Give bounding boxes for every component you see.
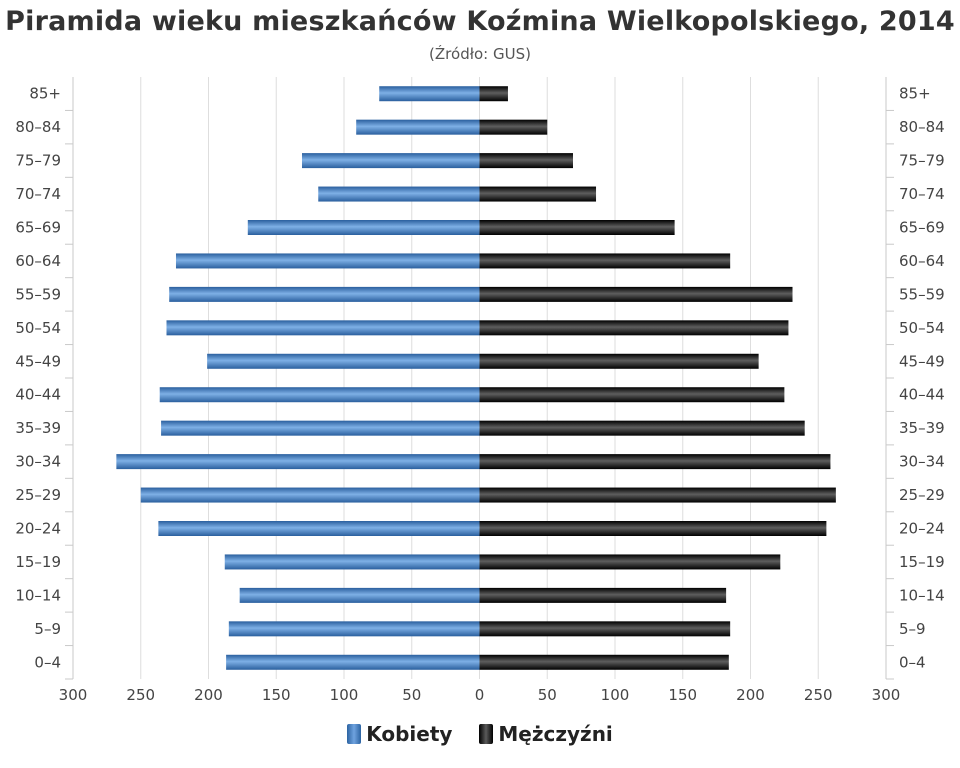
bar-mezczyzni[interactable] <box>479 621 731 637</box>
y-tick-label-right: 70–74 <box>899 185 945 203</box>
y-tick-label-left: 60–64 <box>15 252 61 270</box>
y-tick-label-right: 15–19 <box>899 553 945 571</box>
x-tick-label: 250 <box>804 686 833 704</box>
x-tick-label: 200 <box>736 686 765 704</box>
x-tick-label: 50 <box>538 686 557 704</box>
chart-title: Piramida wieku mieszkańców Koźmina Wielk… <box>5 6 955 37</box>
y-tick-label-left: 35–39 <box>15 419 61 437</box>
y-tick-label-left: 20–24 <box>15 520 61 538</box>
legend-label-kobiety: Kobiety <box>366 722 453 746</box>
x-tick-label: 300 <box>872 686 901 704</box>
legend-swatch-kobiety <box>347 724 362 744</box>
y-tick-label-right: 30–34 <box>899 453 945 471</box>
bar-mezczyzni[interactable] <box>479 420 805 436</box>
bar-mezczyzni[interactable] <box>479 487 836 503</box>
y-tick-label-right: 85+ <box>899 85 931 103</box>
y-tick-label-left: 30–34 <box>15 453 61 471</box>
bar-kobiety[interactable] <box>175 253 480 269</box>
y-tick-label-right: 35–39 <box>899 419 945 437</box>
x-tick-label: 100 <box>330 686 359 704</box>
x-tick-label: 300 <box>59 686 88 704</box>
bar-mezczyzni[interactable] <box>479 86 508 102</box>
bar-kobiety[interactable] <box>207 353 480 369</box>
y-tick-label-left: 55–59 <box>15 285 61 303</box>
y-tick-label-right: 60–64 <box>899 252 945 270</box>
bar-kobiety[interactable] <box>226 654 480 670</box>
y-tick-label-right: 40–44 <box>899 386 945 404</box>
y-tick-label-left: 75–79 <box>15 152 61 170</box>
legend-swatch-mezczyzni <box>479 724 494 744</box>
bar-kobiety[interactable] <box>161 420 480 436</box>
legend: Kobiety Mężczyźni <box>0 722 960 749</box>
x-tick-label: 100 <box>601 686 630 704</box>
x-tick-label: 150 <box>668 686 697 704</box>
bar-kobiety[interactable] <box>169 286 480 302</box>
y-tick-label-right: 5–9 <box>899 620 926 638</box>
y-tick-label-right: 75–79 <box>899 152 945 170</box>
bar-mezczyzni[interactable] <box>479 587 727 603</box>
bar-mezczyzni[interactable] <box>479 353 759 369</box>
y-tick-label-left: 15–19 <box>15 553 61 571</box>
y-tick-label-left: 10–14 <box>15 586 61 604</box>
bar-mezczyzni[interactable] <box>479 554 781 570</box>
bar-kobiety[interactable] <box>166 320 480 336</box>
bar-kobiety[interactable] <box>318 186 480 202</box>
y-tick-label-right: 10–14 <box>899 586 945 604</box>
y-tick-label-left: 85+ <box>29 85 61 103</box>
y-tick-label-left: 65–69 <box>15 219 61 237</box>
bar-mezczyzni[interactable] <box>479 220 675 235</box>
bar-kobiety[interactable] <box>239 587 480 603</box>
bar-mezczyzni[interactable] <box>479 654 729 670</box>
bar-mezczyzni[interactable] <box>479 387 785 403</box>
y-tick-label-left: 40–44 <box>15 386 61 404</box>
x-tick-label: 0 <box>475 686 485 704</box>
bar-mezczyzni[interactable] <box>479 454 831 470</box>
bar-kobiety[interactable] <box>356 119 480 135</box>
bar-mezczyzni[interactable] <box>479 286 793 302</box>
y-tick-label-right: 20–24 <box>899 520 945 538</box>
bar-kobiety[interactable] <box>159 387 480 403</box>
y-tick-label-left: 5–9 <box>34 620 61 638</box>
x-tick-label: 50 <box>402 686 421 704</box>
legend-label-mezczyzni: Mężczyźni <box>498 722 613 746</box>
bar-kobiety[interactable] <box>301 153 480 169</box>
y-tick-label-right: 45–49 <box>899 352 945 370</box>
bar-mezczyzni[interactable] <box>479 186 597 202</box>
y-tick-label-left: 70–74 <box>15 185 61 203</box>
x-tick-label: 250 <box>126 686 155 704</box>
y-tick-label-right: 25–29 <box>899 486 945 504</box>
y-tick-label-left: 80–84 <box>15 118 61 136</box>
bar-kobiety[interactable] <box>379 86 480 102</box>
bar-mezczyzni[interactable] <box>479 119 548 135</box>
legend-item-mezczyzni[interactable]: Mężczyźni <box>479 722 613 746</box>
y-tick-label-right: 0–4 <box>899 653 926 671</box>
x-tick-label: 150 <box>262 686 291 704</box>
bar-kobiety[interactable] <box>140 487 480 503</box>
bar-kobiety[interactable] <box>116 454 480 470</box>
chart-subtitle: (Źródło: GUS) <box>429 45 531 63</box>
y-tick-label-left: 50–54 <box>15 319 61 337</box>
y-tick-label-right: 55–59 <box>899 285 945 303</box>
bar-kobiety[interactable] <box>158 521 480 536</box>
bar-kobiety[interactable] <box>224 554 480 570</box>
bar-kobiety[interactable] <box>247 220 480 235</box>
y-tick-label-right: 80–84 <box>899 118 945 136</box>
y-tick-label-right: 65–69 <box>899 219 945 237</box>
y-tick-label-left: 25–29 <box>15 486 61 504</box>
legend-item-kobiety[interactable]: Kobiety <box>347 722 452 746</box>
x-tick-label: 200 <box>194 686 223 704</box>
bar-mezczyzni[interactable] <box>479 521 827 536</box>
bar-mezczyzni[interactable] <box>479 320 789 336</box>
y-tick-label-left: 0–4 <box>34 653 61 671</box>
y-tick-label-left: 45–49 <box>15 352 61 370</box>
y-tick-label-right: 50–54 <box>899 319 945 337</box>
bar-mezczyzni[interactable] <box>479 253 731 269</box>
bar-kobiety[interactable] <box>228 621 480 637</box>
bar-mezczyzni[interactable] <box>479 153 573 169</box>
